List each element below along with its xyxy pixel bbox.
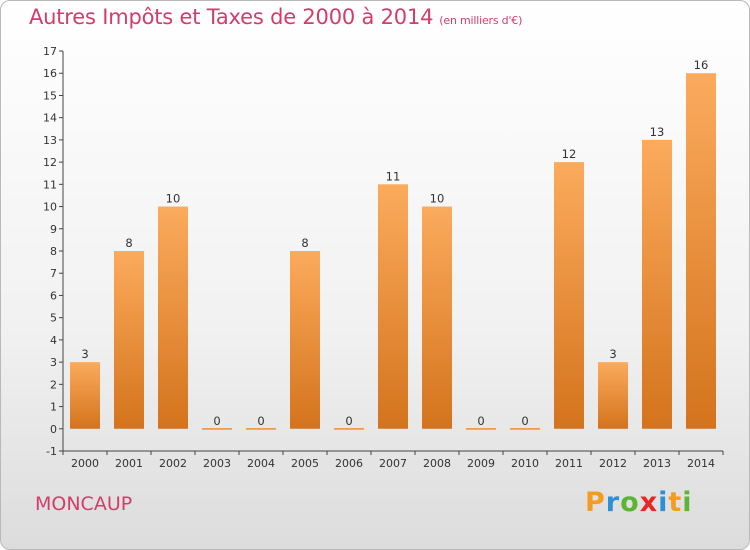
bar[interactable] [334,428,364,430]
y-tick-label: 13 [43,134,57,147]
y-tick-label: 6 [50,289,57,302]
bar-value-label: 0 [257,414,264,428]
bar[interactable] [158,206,188,429]
bar-value-label: 10 [430,192,445,206]
y-tick-label: 14 [43,112,57,125]
bar[interactable] [378,184,408,429]
chart-data-labels: 3 8 10 0 0 8 0 11 10 0 0 12 3 13 16 [81,58,708,428]
x-tick-label: 2000 [71,457,99,470]
bar[interactable] [686,73,716,429]
y-tick-label: 4 [50,334,57,347]
bar[interactable] [246,428,276,430]
chart-title: Autres Impôts et Taxes de 2000 à 2014 (en… [29,5,522,29]
bar-value-label: 3 [609,347,616,361]
x-tick-label: 2010 [511,457,539,470]
y-tick-label: 8 [50,245,57,258]
x-tick-label: 2001 [115,457,143,470]
bar-value-label: 0 [345,414,352,428]
brand-logo[interactable]: Proxiti [585,487,693,518]
y-tick-label: 0 [50,423,57,436]
y-tick-label: 1 [50,401,57,414]
bar[interactable] [554,162,584,429]
brand-letter: x [639,487,659,518]
y-tick-label: 11 [43,178,57,191]
brand-letter: i [658,487,669,518]
y-tick-label: -1 [46,445,57,458]
x-tick-label: 2004 [247,457,275,470]
commune-name: MONCAUP [35,493,133,515]
y-tick-label: 3 [50,356,57,369]
y-tick-label: 7 [50,267,57,280]
bar-value-label: 3 [81,347,88,361]
x-tick-label: 2011 [555,457,583,470]
brand-letter: o [620,487,640,518]
chart-bars [70,73,716,430]
x-tick-label: 2002 [159,457,187,470]
x-tick-label: 2012 [599,457,627,470]
y-tick-label: 12 [43,156,57,169]
x-tick-label: 2007 [379,457,407,470]
y-tick-label: 15 [43,89,57,102]
bar-value-label: 13 [650,125,665,139]
bar[interactable] [642,139,672,429]
bar[interactable] [114,251,144,429]
bar-value-label: 0 [477,414,484,428]
x-tick-label: 2009 [467,457,495,470]
bar-value-label: 8 [301,236,308,250]
y-tick-label: 16 [43,67,57,80]
y-tick-label: 10 [43,201,57,214]
chart-title-text: Autres Impôts et Taxes de 2000 à 2014 [29,5,434,29]
brand-letter: t [668,487,683,518]
y-tick-label: 17 [43,45,57,58]
brand-letter: r [605,487,621,518]
bar-value-label: 10 [166,192,181,206]
bar[interactable] [422,206,452,429]
bar[interactable] [290,251,320,429]
x-tick-label: 2013 [643,457,671,470]
x-tick-label: 2008 [423,457,451,470]
chart-unit: (en milliers d'€) [439,14,523,27]
bar[interactable] [202,428,232,430]
x-tick-label: 2014 [687,457,715,470]
bar-value-label: 0 [521,414,528,428]
bar-value-label: 12 [562,147,577,161]
x-tick-label: 2006 [335,457,363,470]
bar-value-label: 8 [125,236,132,250]
bar[interactable] [510,428,540,430]
bar-value-label: 11 [386,169,401,183]
y-tick-label: 9 [50,223,57,236]
bar-value-label: 16 [694,58,709,72]
bar[interactable] [466,428,496,430]
brand-letter: i [682,487,693,518]
y-tick-label: 5 [50,312,57,325]
x-tick-label: 2003 [203,457,231,470]
bar[interactable] [70,362,100,429]
bar[interactable] [598,362,628,429]
y-tick-label: 2 [50,378,57,391]
brand-letter: P [585,487,606,518]
bar-value-label: 0 [213,414,220,428]
x-tick-label: 2005 [291,457,319,470]
